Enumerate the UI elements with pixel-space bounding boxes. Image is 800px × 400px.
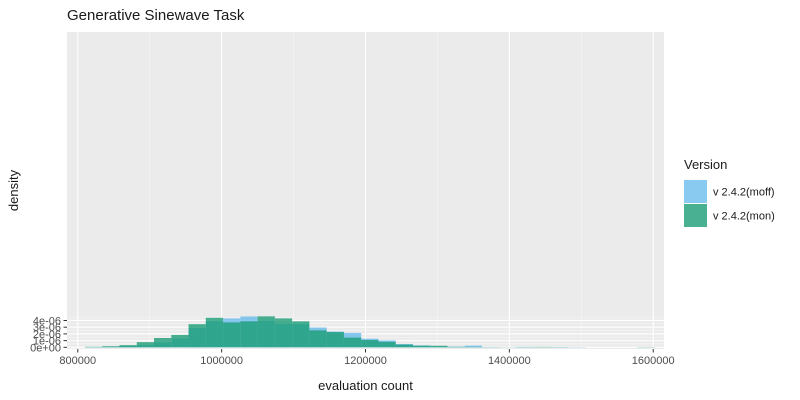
histogram-bar bbox=[119, 345, 137, 348]
axis-ticks: 800000 1000000 1200000 1400000 1600000 0e+001… bbox=[30, 315, 675, 367]
chart-title: Generative Sinewave Task bbox=[67, 7, 245, 24]
y-axis-label: density bbox=[6, 169, 21, 211]
histogram-bar bbox=[361, 340, 379, 348]
x-tick-label: 1600000 bbox=[632, 355, 675, 367]
legend-swatch-moff bbox=[684, 180, 707, 203]
histogram-bar bbox=[257, 316, 275, 348]
histogram-bar bbox=[171, 334, 189, 348]
y-tick-label: 4e-06 bbox=[33, 315, 61, 327]
legend: Version v 2.4.2(moff) v 2.4.2(mon) bbox=[684, 157, 775, 227]
x-tick-label: 1000000 bbox=[200, 355, 243, 367]
legend-swatch-mon bbox=[684, 204, 707, 227]
histogram-bar bbox=[412, 345, 431, 348]
histogram-bar bbox=[464, 345, 483, 348]
histogram-bars bbox=[84, 316, 655, 348]
histogram-bar bbox=[343, 337, 362, 348]
histogram-bar bbox=[274, 318, 293, 348]
histogram-bar bbox=[430, 345, 448, 348]
y-tick-label: 1e-06 bbox=[33, 336, 61, 348]
histogram-bar bbox=[102, 346, 120, 348]
histogram-bar bbox=[188, 324, 206, 348]
x-tick-label: 1200000 bbox=[344, 355, 387, 367]
histogram-bar bbox=[378, 341, 396, 348]
x-tick-label: 1400000 bbox=[488, 355, 531, 367]
histogram-bar bbox=[223, 322, 241, 348]
histogram-bar bbox=[205, 317, 224, 348]
histogram-bar bbox=[309, 330, 327, 348]
legend-label-moff: v 2.4.2(moff) bbox=[713, 187, 775, 199]
histogram-bar bbox=[326, 332, 344, 348]
y-tick-label: 2e-06 bbox=[33, 329, 61, 341]
histogram-bar bbox=[154, 338, 172, 348]
y-tick-label: 0e+00 bbox=[30, 342, 61, 354]
legend-label-mon: v 2.4.2(mon) bbox=[713, 211, 775, 223]
histogram-bar bbox=[395, 344, 413, 348]
x-tick-label: 800000 bbox=[59, 355, 96, 367]
x-axis-label: evaluation count bbox=[318, 378, 413, 393]
histogram-bar bbox=[136, 342, 155, 348]
legend-title: Version bbox=[684, 157, 727, 172]
histogram-bar bbox=[240, 321, 258, 348]
y-tick-label: 3e-06 bbox=[33, 322, 61, 334]
histogram-bar bbox=[292, 321, 310, 348]
